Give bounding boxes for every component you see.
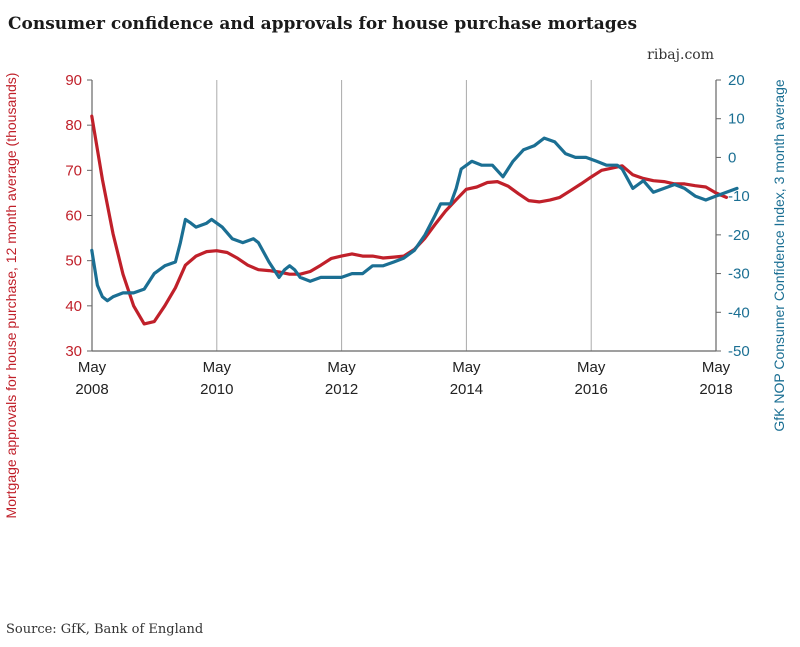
x-tick-month: May	[78, 359, 107, 376]
right-tick-label: 10	[728, 111, 745, 128]
x-tick-year: 2010	[200, 381, 233, 398]
x-tick-month: May	[577, 359, 606, 376]
left-tick-label: 60	[65, 208, 82, 225]
left-tick-label: 70	[65, 162, 82, 179]
right-tick-label: -10	[728, 188, 750, 205]
chart-title: Consumer confidence and approvals for ho…	[8, 14, 638, 34]
left-tick-label: 90	[65, 72, 82, 89]
left-tick-label: 30	[65, 343, 82, 360]
left-tick-label: 80	[65, 117, 82, 134]
right-tick-label: -30	[728, 266, 750, 283]
x-tick-year: 2014	[450, 381, 483, 398]
x-tick-year: 2008	[75, 381, 108, 398]
consumer-confidence-line	[90, 136, 739, 303]
right-tick-label: 20	[728, 72, 745, 89]
right-axis-title: GfK NOP Consumer Confidence Index, 3 mon…	[771, 79, 787, 431]
x-tick-year: 2018	[699, 381, 732, 398]
x-tick-month: May	[327, 359, 356, 376]
site-credit: ribaj.com	[647, 47, 714, 63]
x-tick-year: 2016	[575, 381, 608, 398]
right-tick-label: -20	[728, 227, 750, 244]
left-axis-title: Mortgage approvals for house purchase, 1…	[3, 73, 19, 519]
left-tick-label: 40	[65, 298, 82, 315]
x-tick-month: May	[452, 359, 481, 376]
right-tick-label: -40	[728, 304, 750, 321]
x-tick-month: May	[203, 359, 232, 376]
right-tick-label: -50	[728, 343, 750, 360]
source-note: Source: GfK, Bank of England	[6, 622, 204, 637]
x-tick-year: 2012	[325, 381, 358, 398]
x-tick-month: May	[702, 359, 731, 376]
right-tick-label: 0	[728, 149, 736, 166]
left-tick-label: 50	[65, 253, 82, 270]
